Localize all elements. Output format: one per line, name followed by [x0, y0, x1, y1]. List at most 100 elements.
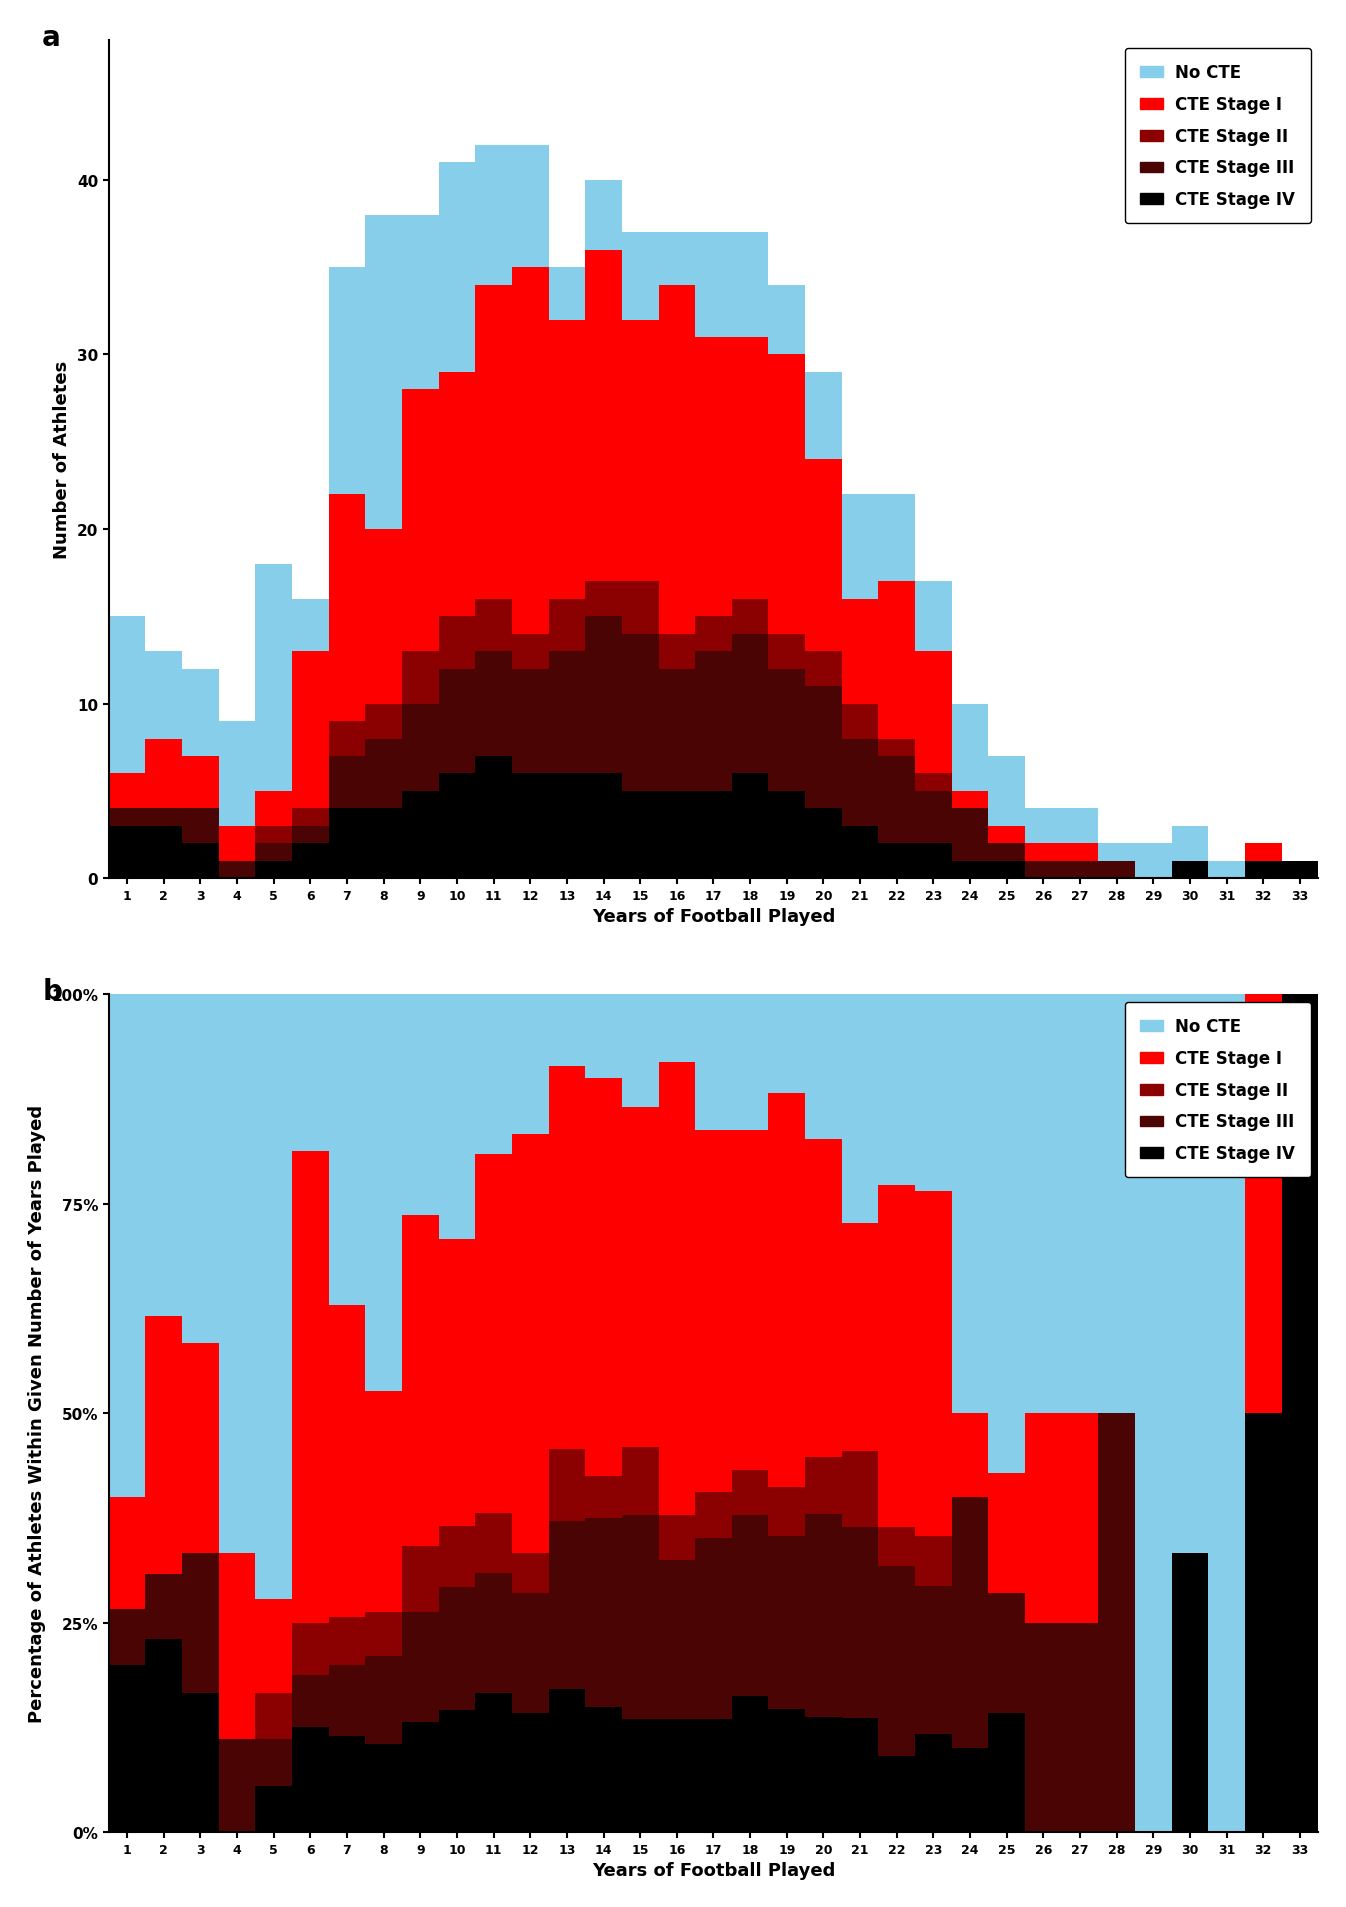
Bar	[256, 564, 292, 791]
Bar	[1098, 845, 1135, 862]
Bar	[1026, 862, 1062, 879]
Bar	[475, 145, 511, 286]
Bar	[769, 286, 805, 355]
Bar	[475, 652, 511, 757]
Bar	[1209, 995, 1245, 1833]
Bar	[769, 635, 805, 669]
Bar	[328, 494, 365, 721]
Bar	[915, 774, 952, 791]
Bar	[145, 809, 182, 826]
Bar	[732, 1697, 769, 1833]
Bar	[586, 995, 622, 1077]
Bar	[805, 809, 841, 879]
Bar	[732, 599, 769, 635]
Bar	[511, 669, 549, 774]
Bar	[328, 1306, 365, 1617]
Bar	[365, 809, 402, 879]
Bar	[915, 652, 952, 774]
Bar	[988, 862, 1026, 879]
Bar	[841, 1451, 879, 1528]
Bar	[952, 1749, 988, 1833]
Bar	[622, 1718, 658, 1833]
Bar	[952, 1497, 988, 1749]
Bar	[475, 1512, 511, 1573]
Bar	[879, 845, 915, 879]
Bar	[439, 618, 475, 669]
Bar	[915, 582, 952, 652]
Bar	[218, 826, 256, 862]
Bar	[549, 269, 586, 320]
Bar	[182, 809, 218, 845]
Bar	[658, 233, 695, 286]
Bar	[658, 635, 695, 669]
Bar	[439, 1526, 475, 1587]
Bar	[805, 372, 841, 460]
Bar	[805, 1457, 841, 1514]
Bar	[1062, 1623, 1098, 1833]
Bar	[879, 494, 915, 582]
Bar	[439, 1711, 475, 1833]
Bar	[841, 995, 879, 1222]
Bar	[952, 862, 988, 879]
Bar	[658, 669, 695, 791]
Bar	[109, 774, 145, 809]
Bar	[879, 1566, 915, 1756]
Bar	[586, 618, 622, 774]
Bar	[1062, 845, 1098, 862]
Bar	[1026, 845, 1062, 862]
Bar	[145, 1575, 182, 1638]
Bar	[439, 1240, 475, 1526]
Bar	[402, 704, 439, 791]
Bar	[328, 757, 365, 809]
Bar	[622, 1516, 658, 1718]
Bar	[1062, 809, 1098, 845]
Bar	[475, 995, 511, 1154]
Bar	[805, 1138, 841, 1457]
Bar	[915, 1733, 952, 1833]
Bar	[365, 1611, 402, 1655]
Bar	[952, 1413, 988, 1497]
Bar	[511, 774, 549, 879]
Bar	[695, 1718, 732, 1833]
Bar	[182, 669, 218, 757]
Bar	[402, 215, 439, 391]
Bar	[658, 791, 695, 879]
Bar	[328, 1665, 365, 1737]
Bar	[658, 1062, 695, 1516]
Bar	[328, 1737, 365, 1833]
Bar	[695, 1537, 732, 1718]
Bar	[732, 1516, 769, 1697]
Bar	[658, 1560, 695, 1718]
Bar	[695, 1131, 732, 1493]
Bar	[292, 995, 328, 1152]
Bar	[586, 181, 622, 250]
Bar	[1098, 862, 1135, 879]
Bar	[879, 1756, 915, 1833]
Bar	[256, 1600, 292, 1693]
Legend: No CTE, CTE Stage I, CTE Stage II, CTE Stage III, CTE Stage IV: No CTE, CTE Stage I, CTE Stage II, CTE S…	[1125, 50, 1311, 225]
Bar	[988, 1712, 1026, 1833]
Bar	[1171, 826, 1209, 862]
Bar	[145, 995, 182, 1318]
Bar	[732, 995, 769, 1131]
Bar	[549, 652, 586, 774]
Bar	[511, 635, 549, 669]
Bar	[915, 791, 952, 845]
Bar	[952, 704, 988, 791]
Bar	[292, 652, 328, 809]
Bar	[549, 1522, 586, 1690]
Bar	[841, 1222, 879, 1451]
Bar	[841, 1528, 879, 1718]
Bar	[439, 1587, 475, 1711]
Bar	[1062, 1413, 1098, 1623]
Bar	[586, 774, 622, 879]
Bar	[182, 1552, 218, 1693]
Legend: No CTE, CTE Stage I, CTE Stage II, CTE Stage III, CTE Stage IV: No CTE, CTE Stage I, CTE Stage II, CTE S…	[1125, 1003, 1311, 1179]
Bar	[145, 1318, 182, 1575]
Bar	[256, 791, 292, 826]
Bar	[328, 721, 365, 757]
Bar	[841, 826, 879, 879]
Bar	[256, 1693, 292, 1739]
Bar	[622, 791, 658, 879]
Bar	[732, 1131, 769, 1470]
